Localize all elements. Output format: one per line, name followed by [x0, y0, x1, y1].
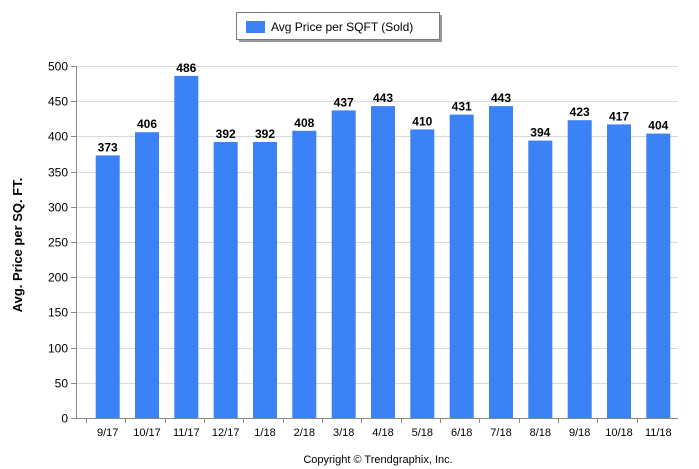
bar — [253, 142, 277, 418]
bar — [410, 129, 435, 418]
x-tick-label: 4/18 — [372, 427, 393, 439]
y-tick-label: 250 — [48, 236, 68, 250]
data-label: 394 — [530, 126, 550, 140]
data-labels: 373 406 486 392 392 408 437 443 410 431 443 394 423 4… — [98, 61, 669, 154]
y-axis-title: Avg. Price per SQ. FT. — [10, 178, 25, 313]
data-label: 392 — [216, 127, 236, 141]
data-label: 443 — [373, 91, 393, 105]
bar — [135, 132, 159, 418]
bar — [213, 142, 238, 418]
y-tick-label: 150 — [48, 306, 68, 320]
data-label: 392 — [255, 127, 275, 141]
data-label: 408 — [294, 116, 314, 130]
x-tick-label: 3/18 — [333, 427, 354, 439]
legend-box — [236, 12, 440, 40]
x-tick-label: 11/18 — [645, 427, 672, 439]
y-tick-label: 200 — [48, 271, 68, 285]
y-tick-label: 100 — [48, 342, 68, 356]
data-label: 417 — [609, 109, 629, 123]
legend-swatch — [246, 21, 265, 33]
bar — [528, 140, 553, 418]
bar — [292, 130, 317, 419]
data-label: 486 — [176, 61, 196, 75]
bar — [567, 120, 592, 418]
bar — [371, 106, 395, 418]
data-label: 443 — [491, 91, 511, 105]
bar — [174, 75, 199, 419]
y-tick-label: 500 — [48, 60, 68, 74]
x-tick-label: 1/18 — [254, 427, 275, 439]
y-tick-labels: 0 50 100 150 200 250 300 350 400 450 500 — [48, 60, 76, 426]
y-tick-label: 300 — [48, 201, 68, 215]
bar — [331, 110, 356, 419]
x-tick-label: 8/18 — [530, 427, 551, 439]
data-label: 431 — [452, 100, 472, 114]
y-tick-label: 50 — [55, 377, 69, 391]
x-tick-label: 5/18 — [412, 427, 433, 439]
x-tick-label: 6/18 — [451, 427, 472, 439]
x-tick-label: 9/17 — [97, 427, 118, 439]
x-tick-label: 10/17 — [133, 427, 161, 439]
x-tick-labels: 9/17 10/17 11/17 12/17 1/18 2/18 3/18 4/18 5/18 6… — [86, 418, 672, 439]
axes — [76, 66, 678, 419]
data-label: 404 — [648, 119, 668, 133]
data-label: 410 — [412, 114, 432, 128]
legend-label: Avg Price per SQFT (Sold) — [271, 20, 413, 34]
x-tick-label: 10/18 — [605, 427, 633, 439]
x-tick-label: 2/18 — [294, 427, 315, 439]
y-tick-label: 350 — [48, 166, 68, 180]
data-label: 423 — [570, 105, 590, 119]
y-tick-label: 400 — [48, 130, 68, 144]
bar — [607, 124, 631, 419]
bar — [646, 133, 671, 418]
y-tick-label: 0 — [61, 412, 68, 426]
data-label: 406 — [137, 117, 157, 131]
data-label: 373 — [98, 140, 118, 154]
bar — [449, 114, 474, 418]
x-tick-label: 12/17 — [212, 427, 240, 439]
bar — [489, 106, 513, 418]
y-tick-label: 450 — [48, 95, 68, 109]
bars — [95, 75, 671, 419]
legend: Avg Price per SQFT (Sold) — [236, 12, 442, 42]
x-tick-label: 9/18 — [569, 427, 590, 439]
x-tick-label: 7/18 — [490, 427, 511, 439]
copyright-text: Copyright © Trendgraphix, Inc. — [303, 454, 452, 466]
bar — [95, 155, 120, 418]
data-label: 437 — [334, 95, 354, 109]
x-tick-label: 11/17 — [173, 427, 200, 439]
